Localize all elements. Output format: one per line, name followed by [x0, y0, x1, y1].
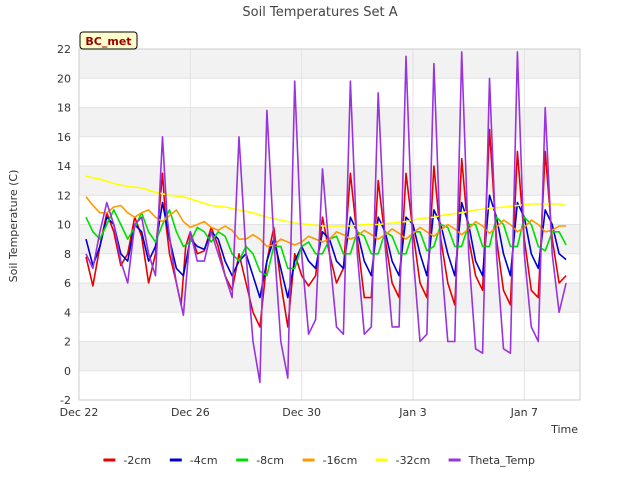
chart-title: Soil Temperatures Set A — [242, 5, 397, 20]
y-axis-ticks: -2 0 2 4 6 8 10 12 14 16 18 20 22 — [57, 43, 71, 407]
y-tick-label: 8 — [64, 248, 71, 261]
y-tick-label: 22 — [57, 43, 71, 56]
y-axis-label: Soil Temperature (C) — [7, 170, 20, 283]
x-axis-label: Time — [550, 423, 578, 436]
y-tick-label: 16 — [57, 131, 71, 144]
legend-item: -2cm — [103, 454, 151, 467]
station-badge-box — [79, 31, 138, 50]
x-tick-label: Jan 7 — [510, 406, 538, 419]
x-tick-label: Dec 30 — [282, 406, 321, 419]
y-tick-label: 20 — [57, 72, 71, 85]
station-badge-label: BC_met — [85, 35, 131, 48]
y-tick-label: 4 — [64, 306, 71, 319]
series-line-32cm — [85, 175, 567, 227]
legend-item: Theta_Temp — [448, 454, 535, 467]
plot-band — [79, 107, 580, 137]
x-tick-label: Dec 22 — [60, 406, 99, 419]
y-tick-label: 14 — [57, 160, 71, 173]
plot-frame — [78, 48, 581, 401]
chart-legend: -2cm -4cm -8cm -16cm -32cm Theta_Temp — [103, 454, 535, 467]
y-tick-label: 10 — [57, 219, 71, 232]
y-tick-label: 0 — [64, 365, 71, 378]
plot-band — [79, 49, 580, 79]
x-axis-ticks: Dec 22 Dec 26 Dec 30 Jan 3 Jan 7 — [60, 406, 538, 419]
series-lines — [85, 51, 567, 384]
series-line-theta-temp — [85, 51, 567, 384]
plot-band — [79, 78, 580, 108]
legend-label: Theta_Temp — [468, 454, 535, 467]
plot-band — [79, 283, 580, 313]
plot-band — [79, 370, 580, 400]
legend-item: -4cm — [169, 454, 218, 467]
legend-label: -8cm — [256, 454, 284, 467]
y-tick-label: -2 — [60, 394, 71, 407]
legend-label: -16cm — [323, 454, 358, 467]
legend-label: -32cm — [396, 454, 431, 467]
grid-lines — [78, 48, 580, 401]
y-tick-label: 18 — [57, 102, 71, 115]
legend-item: -8cm — [236, 454, 284, 467]
plot-band — [79, 341, 580, 371]
legend-label: -2cm — [123, 454, 151, 467]
plot-band — [79, 136, 580, 166]
legend-item: -16cm — [302, 454, 358, 467]
x-tick-label: Jan 3 — [398, 406, 426, 419]
y-tick-label: 6 — [64, 277, 71, 290]
plot-band — [79, 312, 580, 342]
x-tick-label: Dec 26 — [171, 406, 210, 419]
station-badge: BC_met — [79, 31, 138, 50]
y-tick-label: 12 — [57, 189, 71, 202]
legend-item: -32cm — [375, 454, 431, 467]
plot-band — [79, 166, 580, 196]
y-tick-label: 2 — [64, 336, 71, 349]
legend-label: -4cm — [190, 454, 218, 467]
